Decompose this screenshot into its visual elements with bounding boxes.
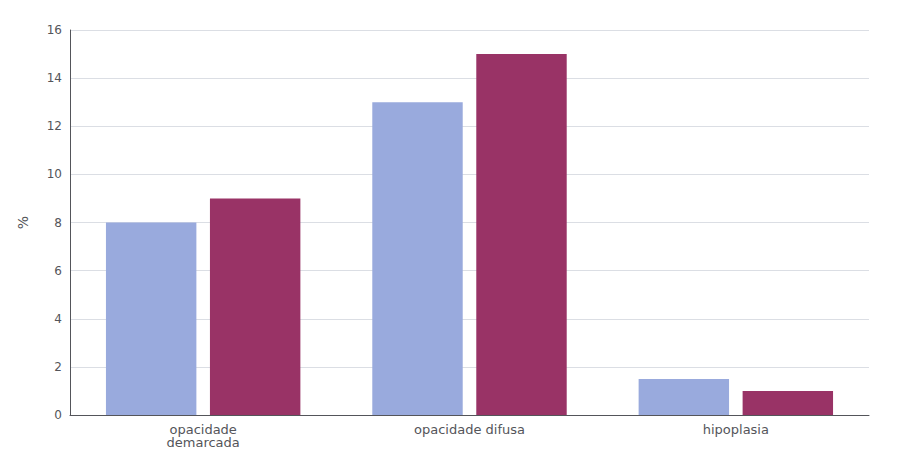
svg-text:8: 8 [54, 216, 62, 230]
svg-text:%: % [15, 216, 31, 229]
svg-text:hipoplasia: hipoplasia [703, 422, 769, 437]
svg-text:opacidade: opacidade [169, 422, 237, 437]
svg-text:demarcada: demarcada [167, 435, 240, 450]
svg-text:10: 10 [47, 167, 62, 181]
svg-text:0: 0 [54, 408, 62, 422]
svg-text:14: 14 [47, 71, 62, 85]
svg-text:2: 2 [54, 360, 62, 374]
svg-text:6: 6 [54, 264, 62, 278]
svg-text:12: 12 [47, 119, 62, 133]
svg-text:16: 16 [47, 23, 62, 37]
svg-text:opacidade difusa: opacidade difusa [414, 422, 525, 437]
svg-text:4: 4 [54, 312, 62, 326]
